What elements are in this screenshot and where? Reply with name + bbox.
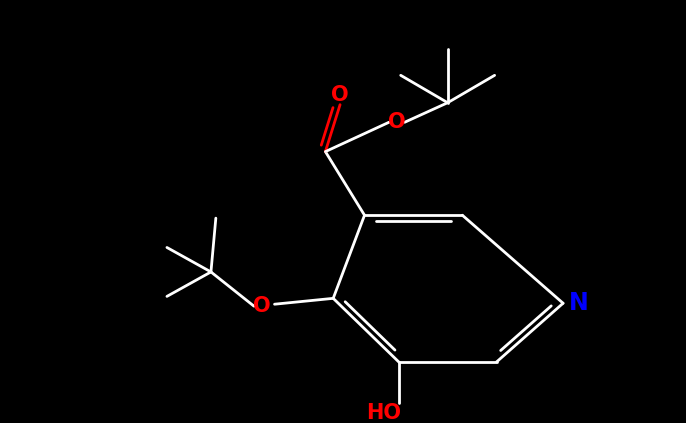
Text: N: N <box>569 291 589 315</box>
Text: HO: HO <box>366 403 401 423</box>
Text: O: O <box>253 296 270 316</box>
Text: O: O <box>388 112 405 132</box>
Text: O: O <box>331 85 349 105</box>
